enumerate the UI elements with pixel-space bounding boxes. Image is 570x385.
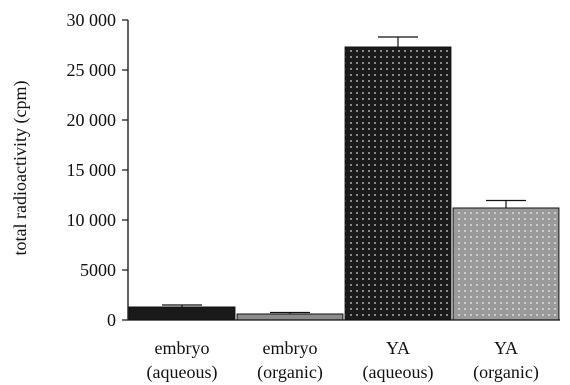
y-tick-label: 20 000 — [67, 110, 117, 130]
bar-2 — [344, 46, 452, 321]
bar-0 — [128, 306, 236, 321]
y-axis-title: total radioactivity (cpm) — [10, 81, 31, 256]
x-category-label-line2: (organic) — [257, 362, 323, 383]
y-tick-label: 15 000 — [67, 160, 117, 180]
y-axis-ticks: 0 5000 10 000 15 000 20 000 25 000 30 000 — [67, 10, 128, 330]
x-category-label-line1: embryo — [155, 338, 210, 358]
y-tick-label: 0 — [107, 310, 116, 330]
x-category-label-line2: (aqueous) — [363, 362, 434, 383]
y-tick-label: 10 000 — [67, 210, 117, 230]
y-tick-label: 5000 — [80, 260, 116, 280]
x-category-label-line1: YA — [494, 338, 518, 358]
x-axis-labels: embryo (aqueous) embryo (organic) YA (aqueous… — [147, 338, 539, 383]
x-category-label-line2: (aqueous) — [147, 362, 218, 383]
x-category-label-line1: YA — [386, 338, 410, 358]
x-category-label-line1: embryo — [263, 338, 318, 358]
bars — [128, 46, 560, 321]
x-category-label-line2: (organic) — [473, 362, 539, 383]
bar-1 — [236, 313, 344, 321]
error-bars — [162, 36, 526, 314]
bar-3 — [452, 207, 560, 321]
y-tick-label: 30 000 — [67, 10, 117, 30]
y-tick-label: 25 000 — [67, 60, 117, 80]
